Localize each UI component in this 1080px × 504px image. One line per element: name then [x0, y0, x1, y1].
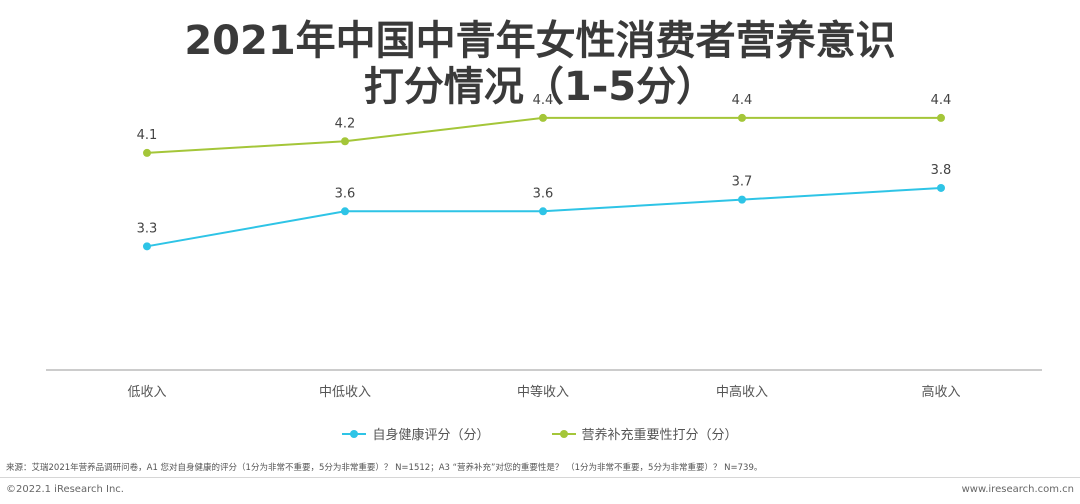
- legend-marker-health: [342, 429, 367, 439]
- website-url: www.iresearch.com.cn: [961, 484, 1074, 495]
- data-label: 4.4: [732, 93, 753, 108]
- data-point: [341, 207, 349, 216]
- x-tick-label: 低收入: [127, 385, 166, 400]
- data-point: [937, 113, 945, 122]
- legend-label-health: 自身健康评分（分）: [372, 428, 490, 443]
- data-point: [143, 242, 151, 251]
- data-label: 4.2: [335, 116, 356, 131]
- data-point: [738, 195, 746, 204]
- x-tick-label: 中高收入: [716, 384, 768, 400]
- source-note: 来源：艾瑞2021年营养品调研问卷，A1 您对自身健康的评分（1分为非常不重要，…: [6, 463, 763, 473]
- data-label: 4.4: [931, 93, 952, 108]
- footer-divider: [0, 477, 1080, 478]
- x-tick-label: 中低收入: [319, 385, 371, 400]
- chart-title: 2021年中国中青年女性消费者营养意识 打分情况（1-5分）: [0, 18, 1080, 110]
- legend-item-nutrition: 营养补充重要性打分（分）: [551, 424, 738, 443]
- data-label: 3.3: [137, 221, 158, 236]
- x-tick-label: 中等收入: [517, 384, 569, 400]
- copyright: ©2022.1 iResearch Inc.: [6, 484, 124, 495]
- data-label: 3.7: [732, 175, 753, 190]
- series-line-2: [146, 116, 941, 154]
- data-label: 3.6: [533, 186, 554, 201]
- legend-marker-nutrition: [551, 429, 576, 439]
- data-label: 3.8: [931, 163, 952, 178]
- data-point: [738, 113, 746, 122]
- data-point: [937, 183, 945, 192]
- x-tick-label: 高收入: [921, 384, 960, 400]
- legend-item-health: 自身健康评分（分）: [342, 424, 490, 443]
- title-line-2: 打分情况（1-5分）: [363, 64, 717, 110]
- data-label: 3.6: [335, 186, 356, 201]
- legend-label-nutrition: 营养补充重要性打分（分）: [581, 428, 738, 443]
- data-point: [539, 207, 547, 216]
- data-label: 4.4: [533, 93, 554, 108]
- data-point: [539, 113, 547, 122]
- data-label: 4.1: [137, 128, 158, 143]
- title-line-1: 2021年中国中青年女性消费者营养意识: [184, 18, 896, 64]
- line-chart: 低收入 中低收入 中等收入 中高收入 高收入 3.3 3.6 3.6 3.7 3.8 4.1 4.2 4…: [46, 93, 1042, 400]
- legend: 自身健康评分（分） 营养补充重要性打分（分）: [0, 424, 1080, 443]
- data-point: [341, 137, 349, 146]
- data-point: [143, 148, 151, 157]
